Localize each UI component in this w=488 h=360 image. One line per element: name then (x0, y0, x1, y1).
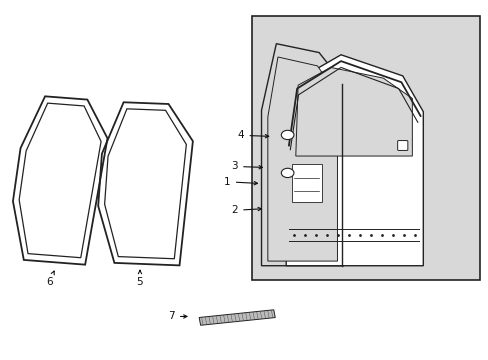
Polygon shape (267, 57, 337, 261)
Circle shape (281, 168, 293, 177)
Polygon shape (295, 67, 411, 156)
FancyBboxPatch shape (251, 16, 479, 280)
Text: 6: 6 (46, 271, 54, 287)
Polygon shape (199, 310, 275, 325)
Text: 3: 3 (231, 161, 262, 171)
Text: 4: 4 (237, 130, 268, 140)
FancyBboxPatch shape (397, 140, 407, 150)
FancyBboxPatch shape (291, 165, 321, 202)
Text: 2: 2 (231, 205, 261, 215)
Polygon shape (285, 55, 423, 266)
Text: 5: 5 (136, 270, 143, 287)
Polygon shape (104, 109, 186, 259)
Polygon shape (19, 103, 101, 258)
Text: 1: 1 (224, 177, 257, 187)
Text: 7: 7 (168, 311, 186, 321)
Circle shape (281, 130, 293, 140)
Polygon shape (261, 44, 343, 266)
